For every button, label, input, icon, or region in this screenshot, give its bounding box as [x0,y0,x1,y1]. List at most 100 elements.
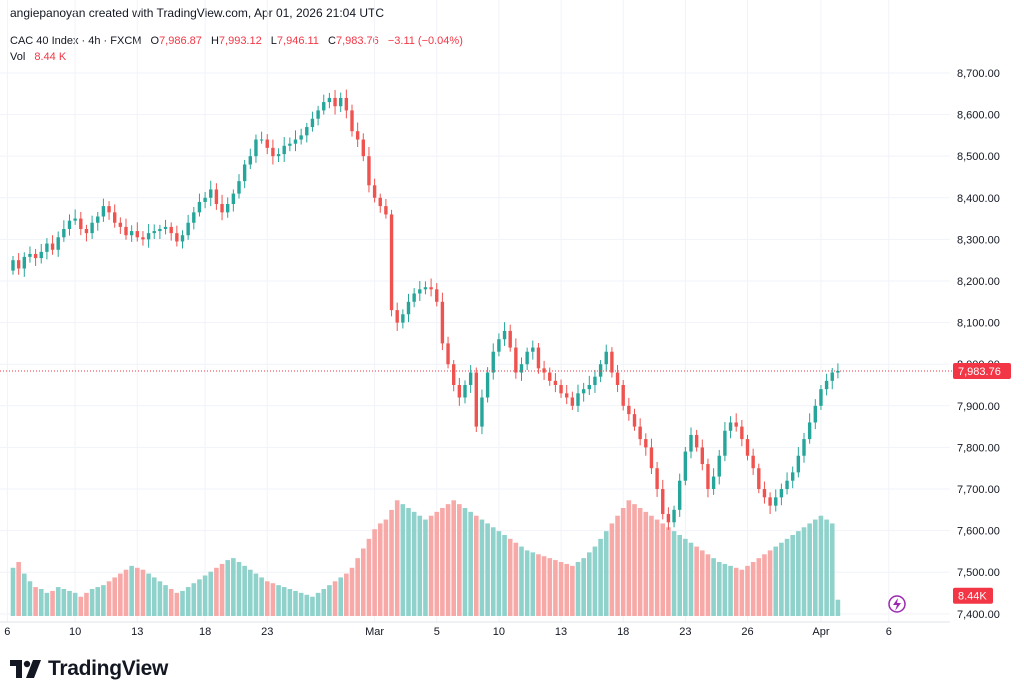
candle-body [429,287,433,290]
y-tick-label: 8,100.00 [957,318,1000,330]
candlestick [570,391,575,410]
candle-body [276,154,281,157]
x-tick-label: 13 [555,626,567,638]
volume-bar [592,546,598,616]
volume-bar [270,583,276,616]
volume-bar [377,523,383,616]
volume-bar [705,554,711,616]
candle-body [666,513,671,523]
candlestick [265,134,269,155]
volume-bar [824,519,829,616]
candlestick [542,360,546,381]
candle-body [197,201,202,213]
candlestick [350,104,354,137]
candle-body [717,455,721,477]
legend-symbol[interactable]: CAC 40 Index · 4h · FXCM [10,35,142,47]
candlestick [39,243,43,264]
price-axis[interactable]: 7,400.00 7,500.00 7,600.00 7,700.00 7,800.00… [957,68,1000,621]
candlestick [807,413,812,444]
candle-body [723,430,727,456]
candle-body [226,204,230,213]
lightning-icon[interactable] [888,595,906,613]
candle-body [655,468,659,490]
candle-body [706,464,710,490]
volume-bar [711,558,716,616]
candle-body [11,260,15,271]
candle-body [830,372,834,381]
time-axis[interactable]: 6 10 13 18 23 Mar 5 10 13 18 23 26 Apr 6 [0,621,950,638]
volume-bar [231,558,236,616]
candle-body [231,193,236,205]
candle-body [694,434,699,448]
candle-body [661,489,665,514]
volume-bar [462,508,468,616]
candlestick [322,94,326,115]
candle-body [62,228,66,238]
volume-bar [248,569,253,616]
last-price-badge-text: 7,983.76 [958,366,1001,378]
candle-body [141,237,145,240]
candlestick [316,105,320,126]
candlestick [559,379,563,398]
volume-bar [581,558,586,616]
volume-badge-text: 8.44K [958,591,987,603]
volume-bar [683,538,688,616]
candle-body [299,135,303,140]
tradingview-logo[interactable]: TradingView [10,657,168,681]
volume-bar [163,585,168,616]
candlestick [242,159,247,189]
volume-bar [287,589,293,616]
tradingview-logo-icon [10,660,41,678]
candle-body [435,289,439,302]
volume-bar [739,569,745,616]
volume-bar [620,508,626,616]
volume-bar [22,573,27,616]
volume-bar [530,552,536,616]
candle-body [288,143,292,146]
candlestick [717,449,721,485]
candle-body [242,164,247,182]
price-chart[interactable]: 7,400.00 7,500.00 7,600.00 7,700.00 7,800.00… [0,0,1024,650]
candle-body [728,422,733,431]
candle-body [553,380,558,386]
candle-body [836,370,840,373]
legend-high-value: 7,993.12 [218,35,262,47]
candle-body [259,139,264,141]
legend-low-value: 7,946.11 [276,35,319,47]
candle-body [113,212,117,223]
candlestick [514,338,518,379]
volume-bar [89,589,95,616]
candlestick [824,373,829,396]
legend-open-label: O [150,35,160,47]
candle-body [423,287,428,290]
candle-body [581,389,586,394]
volume-bar [524,550,530,616]
volume-bar [796,531,801,616]
candlestick [452,360,456,392]
volume-bar [575,562,581,616]
y-tick-label: 8,500.00 [957,151,1000,163]
volume-bar [660,523,666,616]
candlestick [389,209,394,317]
volume-bar [654,519,660,616]
candle-body [440,301,445,344]
candle-body [395,310,399,323]
candlestick [627,397,631,421]
candlestick [581,382,586,402]
volume-bar [38,589,44,616]
volume-bar [281,587,287,616]
candlestick [463,380,467,404]
candlestick [418,280,422,301]
volume-bar [829,523,835,616]
candlestick [508,324,512,352]
volume-bar [298,592,304,616]
volume-bar [423,519,428,616]
volume-bar [632,504,637,616]
candle-body [158,228,162,232]
volume-badge: 8.44K [953,587,993,604]
legend-close-label: C [328,35,336,47]
candlestick [723,422,727,462]
legend-high-label: H [210,35,219,47]
candlestick [16,253,21,275]
candle-body [632,414,637,427]
